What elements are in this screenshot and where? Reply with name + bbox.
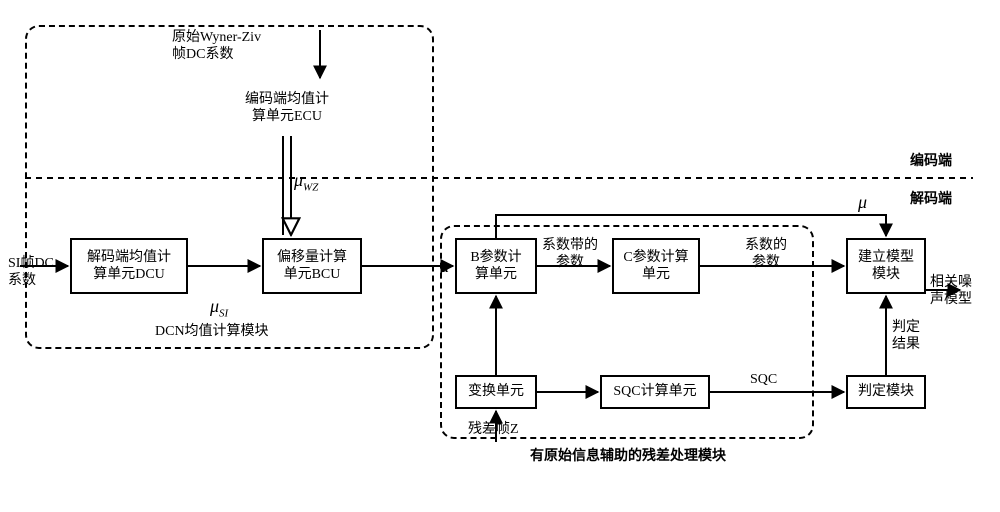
judge-result-label: 判定结果 — [892, 320, 920, 354]
transform-node: 变换单元 — [455, 375, 537, 409]
cparam-node: C参数计算 单元 — [612, 238, 700, 294]
noise-model-text: 相关噪声模型 — [930, 275, 972, 307]
bcu-node: 偏移量计算 单元BCU — [262, 238, 362, 294]
bparam-node: B参数计 算单元 — [455, 238, 537, 294]
judge-l: 判定模块 — [858, 383, 914, 401]
bparam-l1: 算单元 — [475, 266, 517, 284]
coef-band-text: 系数带的参数 — [542, 238, 598, 270]
ecu-node-txt: 编码端均值计 算单元ECU — [232, 80, 342, 136]
mu-wz-label: μWZ — [294, 170, 318, 194]
mu1-label: μ — [440, 256, 449, 277]
model-node: 建立模型 模块 — [846, 238, 926, 294]
coef-band-label: 系数带的参数 — [542, 238, 598, 272]
dcu-l0: 解码端均值计 — [87, 249, 171, 267]
encoder-side-label: 编码端 — [910, 150, 952, 170]
ecu-l0: 编码端均值计 — [245, 91, 329, 109]
model-l0: 建立模型 — [858, 249, 914, 267]
bparam-l0: B参数计 — [470, 249, 521, 267]
cparam-l0: C参数计算 — [623, 249, 688, 267]
transform-l: 变换单元 — [468, 383, 524, 401]
judge-node: 判定模块 — [846, 375, 926, 409]
sqc-l: SQC计算单元 — [613, 383, 696, 401]
noise-model-label: 相关噪声模型 — [930, 275, 972, 309]
coef-num-label: 系数的参数 — [745, 238, 787, 272]
cparam-l1: 单元 — [642, 266, 670, 284]
decoder-side-label: 解码端 — [910, 188, 952, 208]
top-input-text: 原始Wyner-Ziv帧DC系数 — [172, 30, 261, 62]
sqc-node: SQC计算单元 — [600, 375, 710, 409]
si-input-text: SI帧DC系数 — [8, 256, 54, 288]
dcu-node: 解码端均值计 算单元DCU — [70, 238, 188, 294]
ecu-l1: 算单元ECU — [252, 108, 322, 126]
sqc-out-label: SQC — [750, 372, 777, 388]
bcu-l1: 单元BCU — [284, 266, 341, 284]
dcn-caption: DCN均值计算模块 — [155, 320, 269, 340]
top-input-label: 原始Wyner-Ziv帧DC系数 — [172, 30, 261, 64]
residual-caption: 有原始信息辅助的残差处理模块 — [530, 445, 726, 465]
dcu-l1: 算单元DCU — [93, 266, 165, 284]
si-input-label: SI帧DC系数 — [8, 256, 54, 290]
model-l1: 模块 — [872, 266, 900, 284]
coef-num-text: 系数的参数 — [745, 238, 787, 270]
dcn-group — [25, 25, 434, 349]
mu-si-label: μSI — [210, 296, 228, 320]
mu2-label: μ — [858, 192, 867, 213]
judge-result-text: 判定结果 — [892, 320, 920, 352]
residual-z-label: 残差帧Z — [468, 418, 519, 438]
bcu-l0: 偏移量计算 — [277, 249, 347, 267]
